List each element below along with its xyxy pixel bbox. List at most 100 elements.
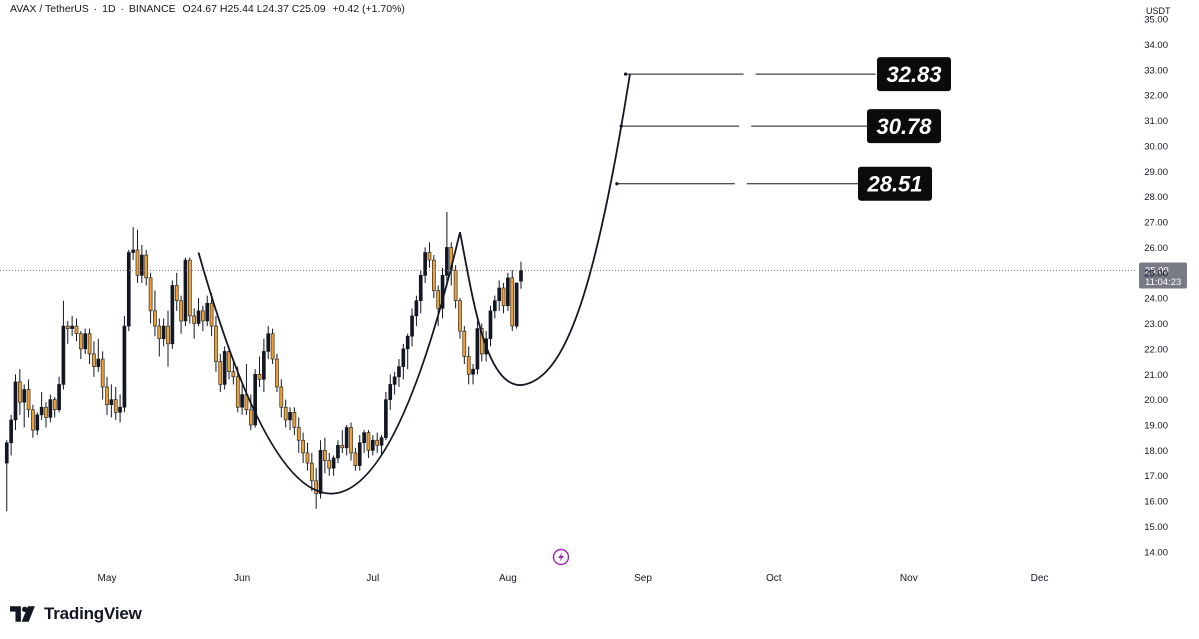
candle-body — [453, 269, 458, 301]
candle — [214, 315, 218, 372]
candle — [35, 412, 40, 436]
candle-body — [231, 371, 236, 378]
tradingview-logo-icon — [10, 606, 35, 622]
y-tick-label: 14.00 — [1144, 547, 1168, 558]
candle-body — [506, 277, 510, 307]
y-tick-label: 22.00 — [1144, 344, 1168, 355]
y-tick-label: 32.00 — [1144, 91, 1168, 102]
candle-body — [375, 439, 380, 446]
candle — [148, 272, 153, 324]
candle — [279, 379, 284, 418]
y-tick-label: 27.00 — [1144, 218, 1168, 229]
candle-body — [423, 252, 427, 276]
candle — [222, 346, 227, 390]
candle-body — [227, 351, 231, 373]
y-tick-label: 30.00 — [1144, 141, 1168, 152]
candle — [418, 270, 423, 314]
candle-body — [9, 419, 13, 444]
y-tick-label: 24.00 — [1144, 294, 1168, 305]
candle — [192, 308, 196, 339]
candle-body — [318, 450, 323, 494]
symbol-name[interactable]: AVAX / TetherUS — [10, 3, 89, 15]
candle-body — [353, 452, 358, 466]
currency-label[interactable]: USDT — [1146, 6, 1171, 16]
candle-body — [70, 325, 74, 329]
candle-body — [44, 406, 48, 418]
candle-body — [201, 310, 205, 322]
candle — [135, 229, 140, 283]
drawing-annotations — [197, 72, 876, 495]
candle-body — [323, 450, 327, 461]
candle-body — [18, 381, 22, 403]
candle — [174, 272, 179, 311]
time-axis[interactable]: May Jun Jul Aug Sep Oct Nov Dec — [98, 573, 1049, 584]
candle — [227, 346, 231, 380]
candle-body — [13, 381, 18, 421]
candle — [340, 430, 345, 453]
candle-body — [292, 412, 297, 428]
candle-body — [327, 460, 332, 469]
candle-body — [196, 310, 201, 324]
candle — [506, 272, 510, 311]
y-tick-label: 25.00 — [1144, 268, 1168, 279]
y-tick-label: 21.00 — [1144, 370, 1168, 381]
candle-body — [344, 427, 349, 449]
chart-legend: AVAX / TetherUS · 1D · BINANCE O24.67 H2… — [10, 3, 405, 15]
candle — [510, 270, 515, 332]
target-label: 32.83 — [877, 57, 951, 92]
candle — [283, 399, 288, 428]
lightning-icon[interactable] — [552, 548, 570, 566]
candle — [349, 422, 353, 461]
candle — [466, 346, 471, 385]
candle — [140, 244, 144, 283]
y-tick-label: 20.00 — [1144, 395, 1168, 406]
candle — [497, 280, 502, 311]
candle — [436, 285, 441, 327]
x-tick-label: Nov — [900, 573, 918, 584]
price-axis[interactable]: 14.00 15.00 16.00 17.00 18.00 19.00 20.00 21.00… — [1144, 15, 1168, 559]
y-tick-label: 26.00 — [1144, 243, 1168, 254]
candle-body — [105, 386, 109, 406]
candle-body — [336, 444, 340, 459]
last-price-tag — [1139, 262, 1187, 289]
tradingview-wordmark: TradingView — [44, 604, 142, 623]
interval[interactable]: 1D — [102, 3, 116, 15]
x-tick-label: Jul — [366, 573, 379, 584]
candle — [87, 328, 92, 365]
candle-body — [401, 348, 406, 367]
candle — [187, 257, 192, 324]
candle — [253, 369, 257, 428]
target-label-box — [858, 166, 932, 201]
candle — [301, 432, 305, 464]
candle — [105, 376, 109, 415]
candle — [392, 371, 397, 395]
candle — [79, 331, 83, 360]
change-value: +0.42 (+1.70%) — [332, 3, 405, 15]
candle-body — [357, 442, 362, 466]
candle-body — [131, 249, 135, 253]
candle-body — [510, 277, 515, 327]
candle-body — [179, 300, 183, 322]
candle-body — [148, 277, 153, 312]
candle — [205, 295, 210, 327]
candle — [131, 227, 135, 261]
candle — [314, 468, 318, 509]
y-tick-label: 29.00 — [1144, 167, 1168, 178]
candle — [100, 351, 105, 400]
tradingview-logo[interactable]: TradingView — [10, 604, 142, 624]
open-value: O24.67 — [182, 3, 217, 15]
candle-body — [187, 259, 192, 317]
target-label-box — [877, 57, 951, 92]
candle-body — [26, 389, 31, 411]
candle-body — [379, 437, 384, 446]
candle-body — [309, 462, 314, 482]
candle — [362, 430, 366, 453]
candle-body — [288, 412, 292, 421]
candle-body — [126, 252, 131, 327]
y-tick-label: 18.00 — [1144, 446, 1168, 457]
candle-body — [183, 259, 188, 322]
candle-body — [161, 325, 166, 340]
candle — [514, 282, 519, 329]
